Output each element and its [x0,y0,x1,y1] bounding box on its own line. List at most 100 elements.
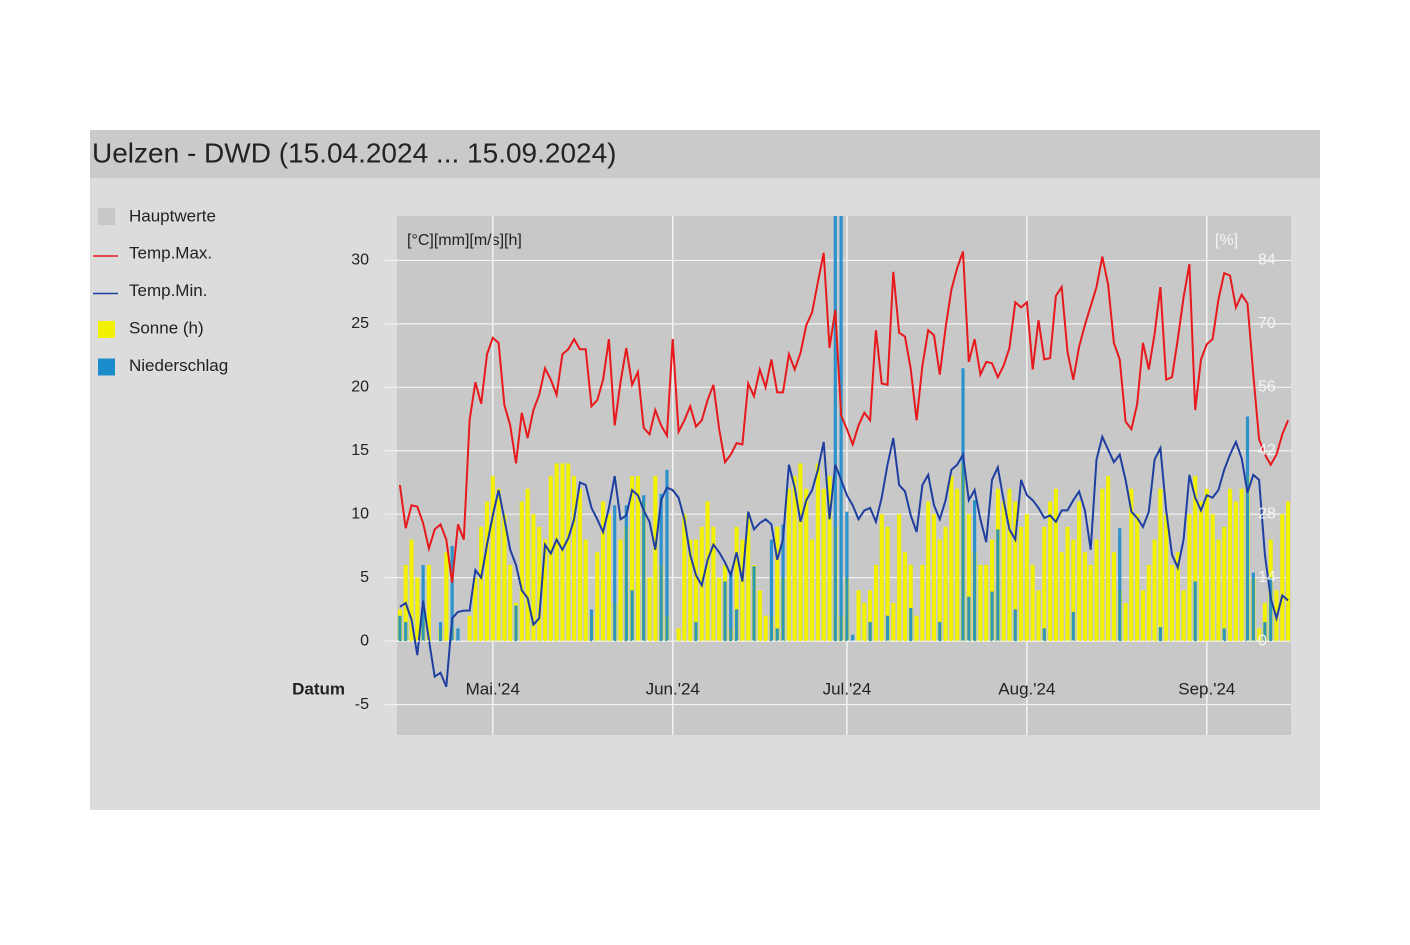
bar [467,615,472,642]
bar [1239,488,1244,642]
bar [1118,528,1122,642]
bar [967,596,971,642]
x-axis-label: Datum [292,679,345,698]
bar [926,501,931,642]
bar [885,615,890,642]
bar [1210,514,1215,642]
bar [1286,501,1291,642]
y2-tick-label: 28 [1258,505,1276,522]
legend-label: Temp.Min. [129,281,207,300]
y-tick-label: 5 [360,569,369,586]
bar [589,609,594,642]
bar [734,526,739,642]
bar [566,463,571,642]
bar [1013,501,1018,642]
bar [653,476,658,642]
bar [937,539,942,642]
bar [757,590,762,642]
bar [508,564,513,642]
legend-swatch [98,321,115,338]
chart-title: Uelzen - DWD (15.04.2024 ... 15.09.2024) [92,137,617,168]
bar [705,501,710,642]
bar [769,539,774,642]
bar [1204,488,1209,642]
line [399,433,1289,688]
bar [1100,488,1105,642]
bar [444,552,449,642]
bar [606,514,611,642]
legend-swatch [98,358,115,376]
bar [1007,488,1012,642]
bar [1094,539,1099,642]
bar [543,539,548,642]
bar [1169,564,1175,642]
bar [682,514,687,642]
bar [595,552,600,642]
bar [833,216,837,642]
bar [1065,526,1070,642]
bar [630,476,635,642]
y-tick-label: 25 [351,315,369,332]
legend-title: Hauptwerte [129,206,216,225]
bar [961,368,965,642]
y-tick-label: 15 [351,442,369,459]
bar [531,514,536,642]
y-axis-label: [°C][mm][m/s][h] [407,232,522,249]
bar [635,476,640,642]
bar [398,615,402,642]
bar [577,488,582,642]
bar [1071,539,1076,642]
bar [973,500,977,642]
bar [548,476,553,642]
bar [624,505,628,642]
bar [502,514,507,642]
bar [891,603,896,642]
bar [1042,526,1047,642]
legend-label: Niederschlag [129,356,228,375]
bar [821,488,826,642]
bar [1158,488,1163,642]
bar [827,476,832,642]
bar [484,501,490,642]
bar [404,622,408,642]
y2-tick-label: 14 [1258,569,1276,586]
y-tick-label: 0 [360,632,369,649]
bar [931,514,937,642]
y2-tick-label: 84 [1258,252,1276,269]
bar [409,539,414,642]
bar [1071,611,1075,642]
bar [775,628,779,642]
bar [990,539,995,642]
bar [851,634,855,642]
bar [450,545,454,642]
bar [665,469,669,642]
x-tick-label: Mai.'24 [466,679,520,698]
bar [1048,501,1053,642]
bar [647,577,652,642]
bar [490,476,495,642]
marks [397,216,1291,688]
bar [642,495,646,642]
bar [456,628,460,642]
bar [938,622,942,642]
bar [688,539,693,642]
bar [1077,501,1082,642]
bar [949,476,954,642]
bar [1140,590,1145,642]
bar [676,628,681,642]
bar [966,514,971,642]
bar [856,590,861,642]
y-tick-label: -5 [355,696,369,713]
bar [1082,552,1087,642]
bar [885,526,890,642]
bar [740,539,745,642]
bar [560,463,565,642]
bar [1152,539,1157,642]
bar [1146,564,1151,642]
bar [752,566,756,642]
bar [426,564,431,642]
x-tick-label: Aug.'24 [998,679,1055,698]
bar [792,476,797,642]
